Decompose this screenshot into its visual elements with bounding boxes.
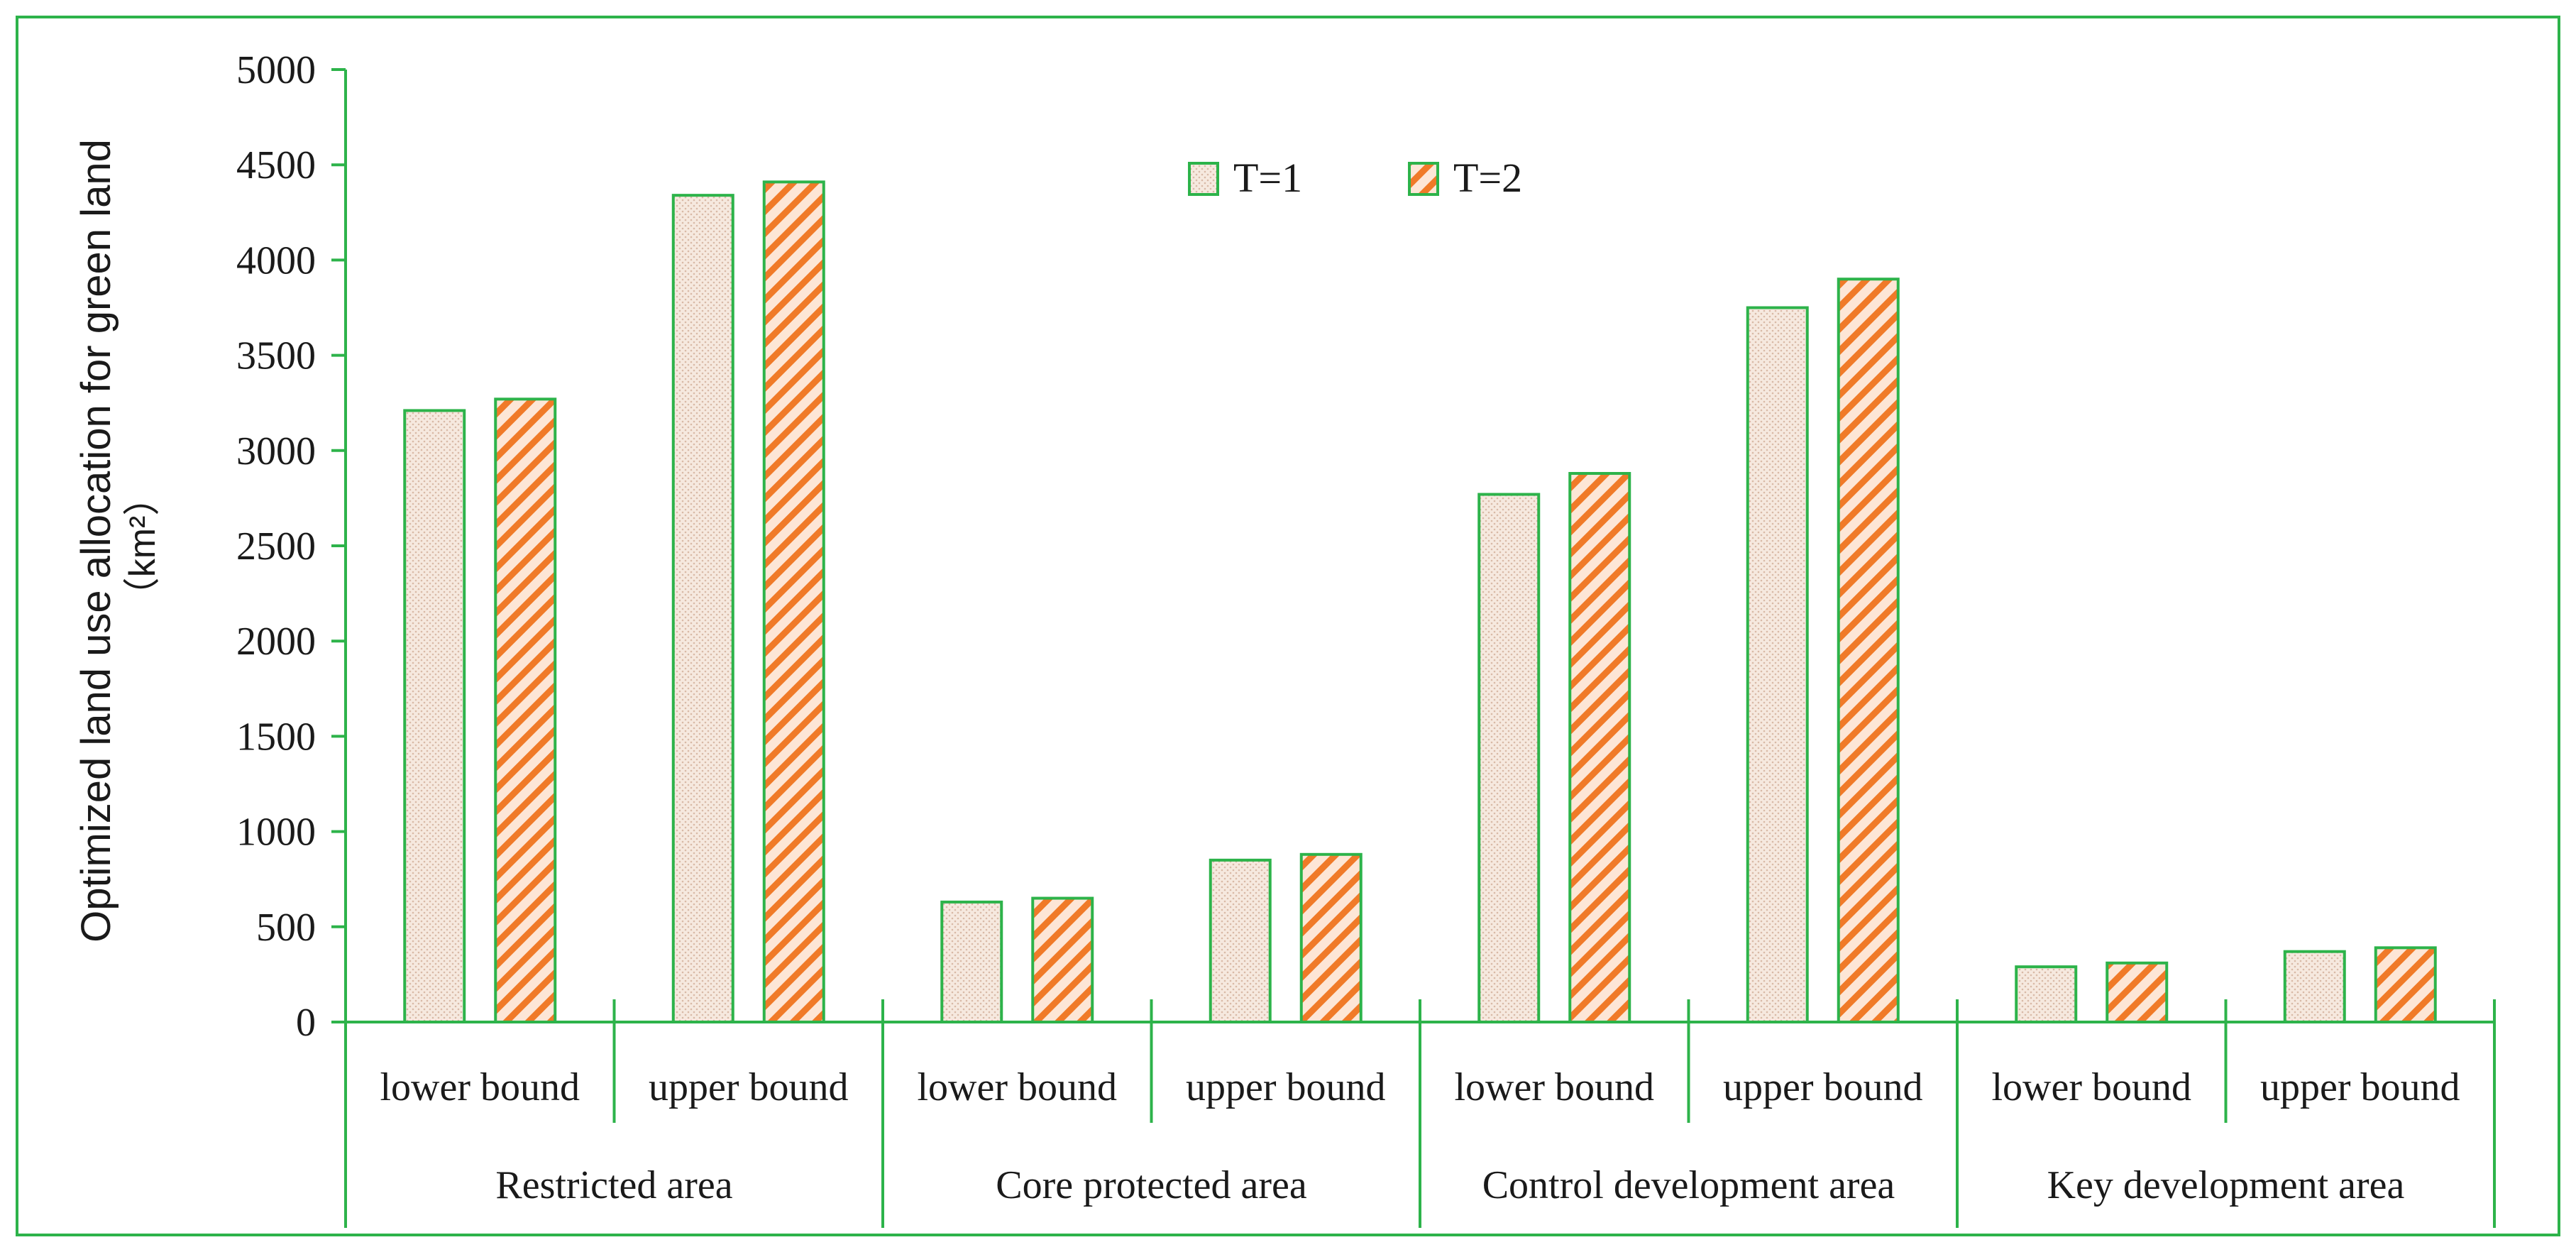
y-tick-label: 2000 <box>236 620 316 664</box>
legend-swatch-t2 <box>1408 162 1439 196</box>
y-axis-label: Optimized land use allocation for green … <box>73 139 163 943</box>
legend-swatch-t1 <box>1188 162 1219 196</box>
legend-label-t1: T=1 <box>1233 155 1302 201</box>
bar-t2 <box>1031 896 1094 1024</box>
bar-t2 <box>2374 946 2437 1023</box>
category-label: lower bound <box>917 1065 1117 1109</box>
category-label: upper bound <box>649 1065 849 1109</box>
bar-t1 <box>1477 493 1541 1023</box>
category-label: upper bound <box>2260 1065 2460 1109</box>
bar-t2 <box>1568 472 1631 1023</box>
category-label: upper bound <box>1723 1065 1923 1109</box>
category-label: lower bound <box>1454 1065 1654 1109</box>
y-tick-label: 5000 <box>236 48 316 92</box>
y-axis-title-line2: （km²） <box>122 479 163 615</box>
bar-t1 <box>403 409 466 1023</box>
bar-t1 <box>2015 965 2078 1023</box>
bar-t1 <box>1746 306 1809 1023</box>
y-tick-label: 0 <box>296 1001 316 1045</box>
bar-t2 <box>2106 961 2169 1024</box>
group-label: Core protected area <box>996 1163 1307 1207</box>
bar-t1 <box>940 900 1003 1023</box>
y-tick-label: 4500 <box>236 143 316 187</box>
category-label: lower bound <box>1991 1065 2191 1109</box>
y-tick-label: 1000 <box>236 811 316 855</box>
bars <box>403 180 2437 1024</box>
y-tick-label: 3500 <box>236 334 316 378</box>
bar-t1 <box>1209 858 1272 1023</box>
bar-t2 <box>1299 852 1363 1023</box>
y-tick-label: 2500 <box>236 525 316 569</box>
legend: T=1 T=2 <box>1188 155 1522 201</box>
bar-t1 <box>2283 950 2346 1024</box>
bar-t1 <box>671 194 734 1023</box>
category-label: lower bound <box>380 1065 580 1109</box>
group-label: Control development area <box>1482 1163 1895 1207</box>
y-tick-label: 3000 <box>236 429 316 473</box>
bar-t2 <box>762 180 825 1024</box>
category-label: upper bound <box>1186 1065 1386 1109</box>
y-tick-label: 4000 <box>236 238 316 282</box>
x-axis: lower bound upper bound lower bound upper b… <box>344 999 2496 1228</box>
bar-t2 <box>1837 278 1900 1023</box>
bar-t2 <box>494 397 557 1023</box>
y-tick-label: 500 <box>256 906 316 950</box>
y-axis-title-line1: Optimized land use allocation for green … <box>73 139 119 943</box>
y-tick-label: 1500 <box>236 715 316 759</box>
legend-label-t2: T=2 <box>1453 155 1522 201</box>
group-label: Restricted area <box>495 1163 732 1207</box>
group-label: Key development area <box>2047 1163 2405 1207</box>
y-axis: 0 500 1000 1500 2000 2500 3000 3500 4000 4500 5000 <box>236 48 347 1045</box>
